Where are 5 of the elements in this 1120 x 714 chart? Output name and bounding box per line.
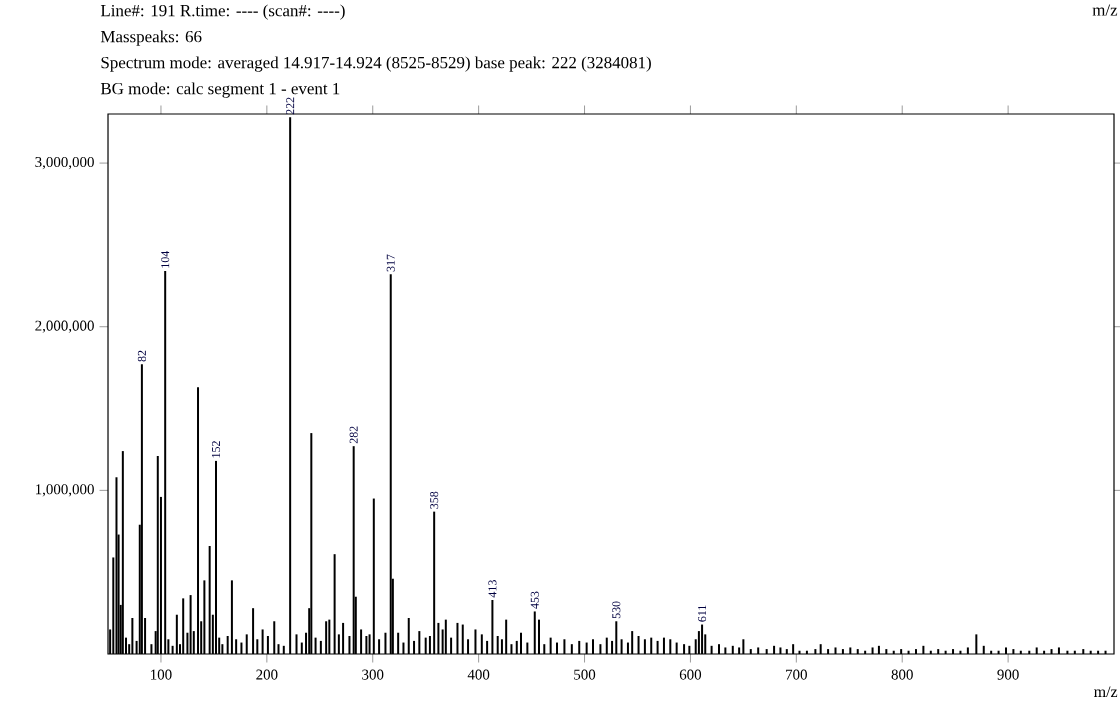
chart-title: Line#: 191 R.time: ---- (scan#: ----) — [100, 4, 345, 20]
text: m/z — [1092, 4, 1118, 16]
text: BG mode: calc segment 1 - event 1 — [100, 82, 340, 98]
text: Masspeaks: 66 — [100, 30, 202, 46]
text: Spectrum mode: averaged 14.917-14.924 (8525-8529) base peak: 222 (3284081) — [101, 56, 651, 72]
